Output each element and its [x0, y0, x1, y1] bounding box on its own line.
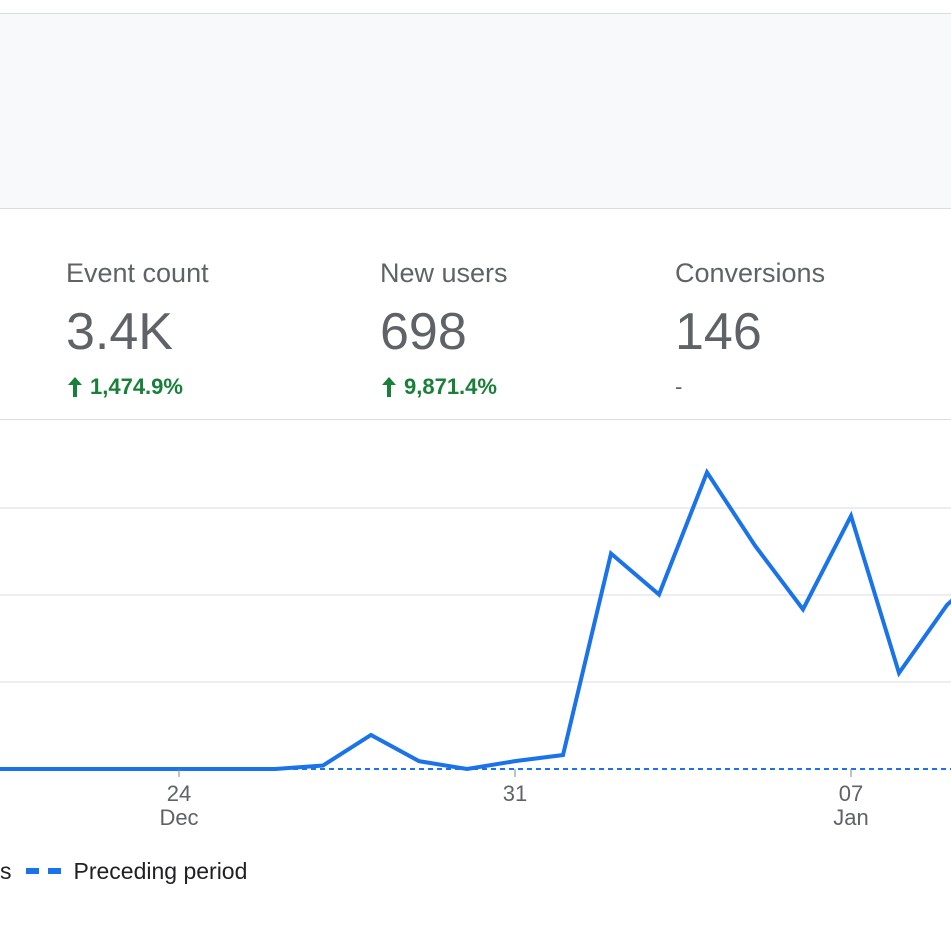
metric-change: - [675, 374, 825, 400]
x-tick-label: 07 [839, 781, 863, 806]
top-panel [0, 13, 951, 209]
metric-label: New users [380, 258, 508, 288]
arrow-up-icon [68, 377, 82, 397]
metric-value: 698 [380, 303, 467, 361]
metric-change-value: 1,474.9% [90, 374, 183, 399]
chart-legend: s Preceding period [0, 856, 247, 886]
metric-conversions[interactable]: Conversions 146 - [675, 256, 825, 400]
legend-dashed-swatch [25, 868, 61, 874]
metric-label: Conversions [675, 258, 826, 288]
x-tick-sublabel: Dec [159, 805, 198, 830]
metric-new-users[interactable]: New users 698 9,871.4% [380, 256, 508, 400]
series-line-current [0, 468, 951, 772]
chart-series [0, 468, 951, 772]
metric-change: 9,871.4% [380, 374, 508, 400]
metric-event-count[interactable]: Event count 3.4K 1,474.9% [66, 256, 209, 400]
divider [0, 419, 951, 420]
x-tick-sublabel: Jan [833, 805, 868, 830]
arrow-up-icon [382, 377, 396, 397]
legend-current-label: s [0, 857, 12, 884]
x-tick-label: 31 [503, 781, 527, 806]
x-tick-label: 24 [167, 781, 191, 806]
metric-change-value: 9,871.4% [404, 374, 497, 399]
metric-value: 146 [675, 303, 762, 361]
metric-change: 1,474.9% [66, 374, 209, 400]
legend-preceding-label: Preceding period [73, 857, 248, 884]
metric-value: 3.4K [66, 303, 173, 361]
metric-label: Event count [66, 258, 209, 288]
metric-change-value: - [675, 374, 683, 399]
